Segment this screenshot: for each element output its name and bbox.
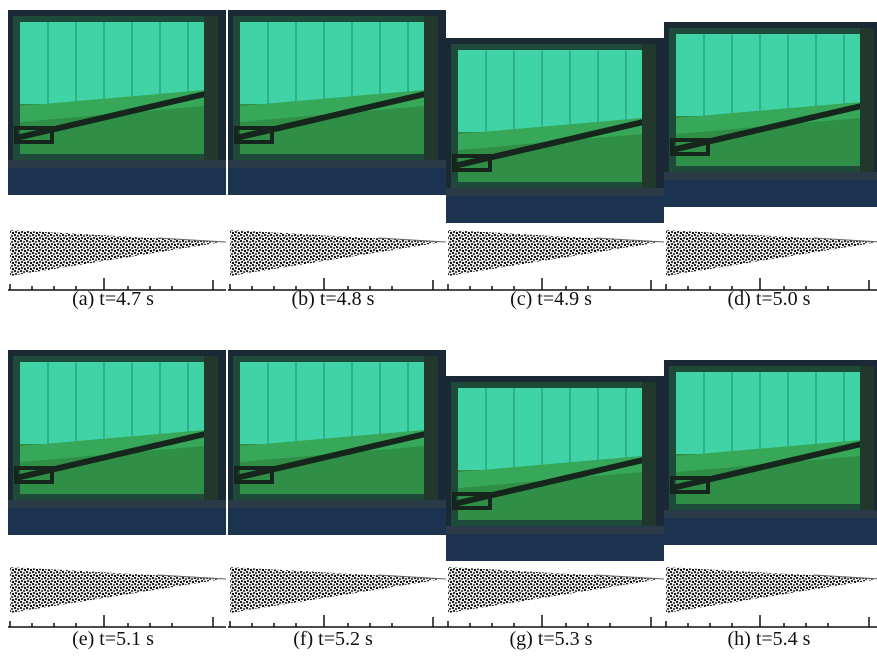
experiment-photo bbox=[8, 10, 226, 195]
experiment-photo bbox=[446, 38, 664, 223]
panel-caption: (h) t=5.4 s bbox=[728, 628, 811, 650]
simulation-image bbox=[663, 566, 877, 628]
panel: (h) t=5.4 s bbox=[664, 360, 877, 650]
panel-caption: (c) t=4.9 s bbox=[510, 288, 592, 310]
panel-caption: (a) t=4.7 s bbox=[72, 288, 154, 310]
simulation-image bbox=[445, 566, 665, 628]
panel-caption: (d) t=5.0 s bbox=[728, 288, 811, 310]
panel: (e) t=5.1 s bbox=[8, 350, 226, 650]
simulation-image bbox=[663, 229, 877, 291]
panel: (d) t=5.0 s bbox=[664, 22, 877, 310]
panel: (a) t=4.7 s bbox=[8, 10, 226, 310]
panel-caption: (f) t=5.2 s bbox=[293, 628, 373, 650]
panel-caption: (b) t=4.8 s bbox=[292, 288, 375, 310]
experiment-photo bbox=[446, 376, 664, 561]
experiment-photo bbox=[664, 22, 877, 207]
simulation-image bbox=[227, 566, 447, 628]
panel: (f) t=5.2 s bbox=[228, 350, 446, 650]
panel: (b) t=4.8 s bbox=[228, 10, 446, 310]
simulation-image bbox=[7, 566, 227, 628]
simulation-image bbox=[7, 229, 227, 291]
panel: (c) t=4.9 s bbox=[446, 38, 664, 310]
simulation-image bbox=[227, 229, 447, 291]
panel-caption: (e) t=5.1 s bbox=[72, 628, 154, 650]
experiment-photo bbox=[228, 350, 446, 535]
experiment-photo bbox=[228, 10, 446, 195]
experiment-photo bbox=[664, 360, 877, 545]
simulation-image bbox=[445, 229, 665, 291]
experiment-photo bbox=[8, 350, 226, 535]
panel: (g) t=5.3 s bbox=[446, 376, 664, 650]
panel-caption: (g) t=5.3 s bbox=[510, 628, 593, 650]
